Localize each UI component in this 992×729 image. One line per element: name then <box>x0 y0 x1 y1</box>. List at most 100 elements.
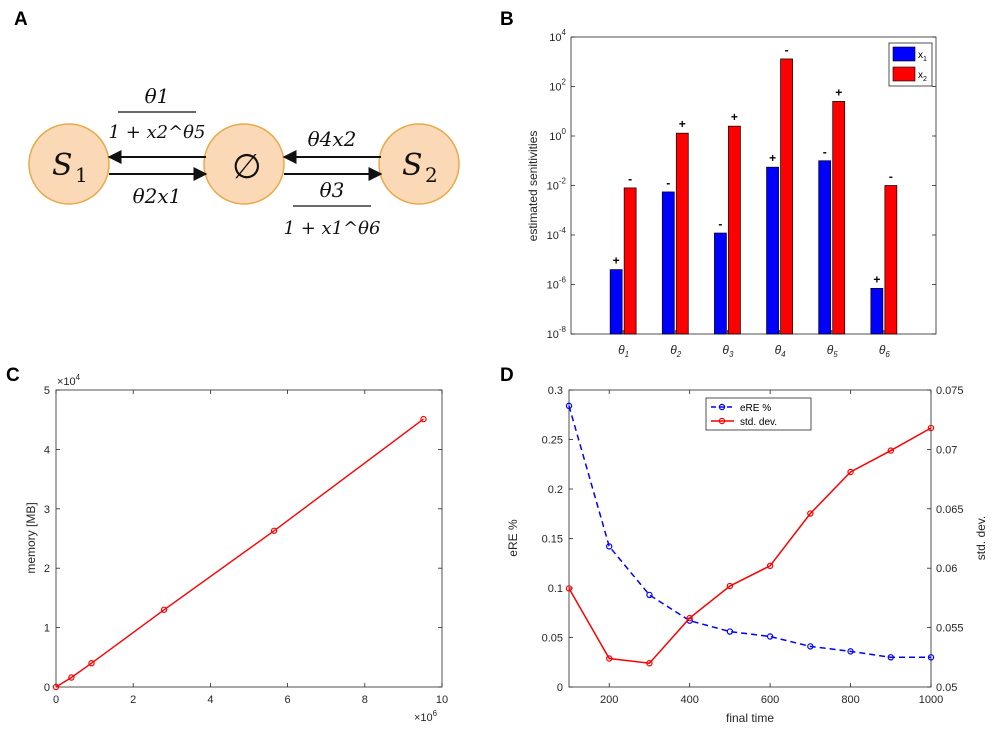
panel-c-y-tick-label: 0 <box>44 682 50 694</box>
panel-d-y-tick-label-left: 0 <box>557 682 563 694</box>
panel-b-y-tick-labels: 10-8 10-6 10-4 10-2 100 102 104 <box>547 28 567 341</box>
panel-d-legend-box <box>705 397 812 431</box>
bar-x1-5 <box>818 160 832 335</box>
sign-label-x1-6: + <box>873 272 880 286</box>
memory-point <box>52 683 60 691</box>
rate-top-left-numerator: θ1 <box>145 84 170 108</box>
null-symbol: ∅ <box>232 147 262 187</box>
panel-d-x-tick-label: 400 <box>680 694 698 706</box>
panel-c-x-tick-label: 10 <box>436 694 448 706</box>
legend-label-x2: x2 <box>918 70 927 83</box>
panel-d-y-tick-label-left: 0.2 <box>548 484 563 496</box>
stddev-point <box>887 447 894 454</box>
legend-label-ere: eRE % <box>740 403 771 414</box>
panel-c-series <box>52 415 427 691</box>
ere-point <box>887 654 894 661</box>
ere-line <box>568 405 931 659</box>
panel-d-x-tick-label: 200 <box>600 694 618 706</box>
stddev-point <box>807 510 814 517</box>
ere-point <box>847 648 854 655</box>
null-node <box>203 123 285 205</box>
panel-d-y-tick-label-right: 0.055 <box>936 623 964 635</box>
rate-top-right: θ4x2 <box>308 127 357 151</box>
memory-point <box>88 660 95 667</box>
panel-c-y-exponent: ×104 <box>57 373 81 388</box>
panel-d-x-tick-label: 1000 <box>919 694 943 706</box>
panel-c-x-tick-label: 0 <box>53 694 59 706</box>
panel-b-x-tick-label: θ6 <box>879 343 891 359</box>
rate-bottom-right-numerator: θ3 <box>320 178 345 202</box>
sign-label-x2-6: - <box>889 170 893 184</box>
legend-label-x1: x1 <box>918 50 927 63</box>
panel-d-axes-box <box>568 389 932 688</box>
panel-d-y-axis-label-left: eRE % <box>506 519 520 557</box>
panel-a: A S 1 ∅ S 2 θ1 1 + x2^θ5 θ2x1 θ4x2 θ3 1 … <box>14 9 460 239</box>
bar-x2-5 <box>832 101 846 335</box>
panel-b-x-tick-label: θ1 <box>618 343 629 359</box>
stddev-point <box>847 468 854 476</box>
stddev-point <box>726 582 734 590</box>
stddev-point <box>606 655 613 662</box>
panel-c-x-tick-label: 6 <box>285 694 291 706</box>
legend-marker-ere <box>718 403 726 411</box>
panel-b-y-tick-label: 104 <box>549 28 566 44</box>
legend-label-stddev: std. dev. <box>740 417 777 428</box>
panel-d-letter: D <box>500 365 514 386</box>
panel-b-y-tick-label: 10-6 <box>547 276 567 292</box>
panel-c-x-exponent: ×106 <box>414 709 438 724</box>
panel-c-x-tick-label: 4 <box>207 694 213 706</box>
bar-x1-3 <box>714 232 727 335</box>
panel-c: C 0 2 4 6 8 10 0 1 2 3 4 5 memory [MB] ×104 ×106 <box>6 365 448 724</box>
bar-x2-4 <box>780 58 793 335</box>
ere-point <box>726 628 734 635</box>
panel-c-letter: C <box>6 365 20 386</box>
memory-point <box>68 674 75 681</box>
rate-bottom-left: θ2x1 <box>133 184 182 208</box>
panel-b-x-tick-label: θ4 <box>775 343 787 359</box>
panel-c-y-tick-label: 2 <box>44 563 50 575</box>
legend-swatch-x2 <box>892 66 916 82</box>
ere-point <box>606 543 613 550</box>
panel-b-legend: x1 x2 <box>888 42 933 87</box>
ere-point <box>927 654 935 661</box>
memory-point <box>160 606 168 613</box>
stddev-point <box>927 424 935 432</box>
panel-d-y-tick-label-left: 0.25 <box>542 435 563 447</box>
species-s1-node <box>28 123 110 205</box>
panel-d-y-tick-label-right: 0.05 <box>936 682 957 694</box>
panel-b-x-tick-label: θ3 <box>722 343 734 359</box>
panel-b-y-tick-label: 10-8 <box>547 325 567 341</box>
panel-d-legend: eRE % std. dev. <box>705 397 812 431</box>
panel-a-letter: A <box>14 9 28 30</box>
panel-d-y-tick-label-left: 0.05 <box>542 633 563 645</box>
bar-x1-6 <box>870 287 884 335</box>
panel-d-series <box>565 402 935 667</box>
ere-point <box>646 591 653 599</box>
panel-c-y-tick-label: 4 <box>44 444 50 456</box>
panel-b-x-tick-label: θ2 <box>670 343 682 359</box>
panel-d-x-axis-label: final time <box>726 711 774 725</box>
panel-d-y-tick-label-right: 0.075 <box>936 385 964 397</box>
bar-x1-1 <box>609 269 623 335</box>
bar-x1-2 <box>661 191 675 335</box>
species-s1-subscript: 1 <box>75 163 88 187</box>
sign-label-x2-1: - <box>628 172 632 186</box>
panel-d-y-tick-label-left: 0.3 <box>548 385 563 397</box>
panel-c-y-tick-label: 3 <box>44 504 50 516</box>
bar-x2-1 <box>623 187 637 335</box>
panel-b-x-tick-label: θ5 <box>827 343 839 359</box>
rate-top-left-denominator: 1 + x2^θ5 <box>109 122 206 143</box>
panel-d-y-tick-label-left: 0.1 <box>548 583 563 595</box>
memory-point <box>420 415 427 423</box>
panel-d-x-tick-label: 800 <box>841 694 859 706</box>
sign-label-x2-5: + <box>835 85 842 99</box>
panel-d-y-tick-label-right: 0.06 <box>936 563 957 575</box>
sign-label-x1-2: - <box>666 176 670 190</box>
panel-b-y-tick-label: 102 <box>549 78 566 94</box>
stddev-point <box>766 562 774 570</box>
sign-label-x1-1: + <box>613 254 620 268</box>
panel-b-sign-labels: + - - + - + + - - + + - <box>613 43 893 286</box>
panel-b-y-tick-label: 10-2 <box>547 177 567 193</box>
sign-label-x1-3: - <box>718 217 722 231</box>
